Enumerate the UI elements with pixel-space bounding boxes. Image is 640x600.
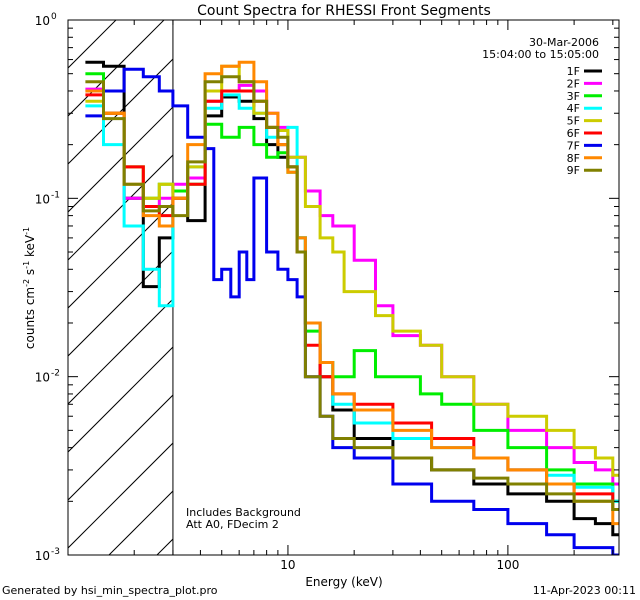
- legend-label-7F: 7F: [567, 139, 580, 152]
- y-tick-label-exponent: -3: [51, 547, 60, 557]
- legend-label-9F: 9F: [567, 164, 580, 177]
- y-axis-label-mid: s: [23, 269, 37, 279]
- legend-label-6F: 6F: [567, 127, 580, 140]
- y-axis-label-sup3: -1: [22, 227, 31, 235]
- x-axis-label: Energy (keV): [305, 575, 382, 589]
- series-line-5F: [85, 64, 619, 477]
- y-tick-label: 10: [35, 14, 50, 28]
- observation-date: 30-Mar-2006: [529, 36, 599, 49]
- hatch-line: [68, 20, 165, 117]
- footer-generated-by: Generated by hsi_min_spectra_plot.pro: [2, 584, 218, 597]
- legend-label-4F: 4F: [567, 102, 580, 115]
- footer-timestamp: 11-Apr-2023 00:11: [533, 584, 636, 597]
- hatch-line: [68, 442, 173, 549]
- series-line-7F: [85, 67, 619, 555]
- series-line-1F: [85, 60, 619, 537]
- y-tick-label: 10: [35, 371, 50, 385]
- x-tick-labels: 10 100: [280, 558, 519, 572]
- annotation-background: Includes Background: [186, 506, 301, 519]
- legend-label-2F: 2F: [567, 77, 580, 90]
- plot-frame: [67, 19, 620, 556]
- y-axis-label-mid2: keV: [23, 234, 37, 261]
- series-line-9F: [85, 75, 619, 511]
- y-tick-label-exponent: -1: [51, 190, 60, 200]
- hatch-line: [68, 394, 173, 501]
- hatch-line: [68, 202, 173, 309]
- x-tick-label: 100: [496, 558, 519, 572]
- y-tick-label: 10: [35, 549, 50, 563]
- y-tick-label-exponent: 0: [51, 12, 57, 22]
- axis-ticks: [67, 20, 619, 556]
- legend-label-5F: 5F: [567, 115, 580, 128]
- y-tick-label: 10: [35, 192, 50, 206]
- y-axis-label-sup2: -1: [22, 261, 31, 269]
- annotation-attenuator: Att A0, FDecim 2: [186, 518, 279, 531]
- legend-label-1F: 1F: [567, 65, 580, 78]
- legend-label-8F: 8F: [567, 152, 580, 165]
- y-axis-label-main: counts cm: [23, 287, 37, 349]
- x-tick-label: 10: [280, 558, 295, 572]
- observation-time-range: 15:04:00 to 15:05:00: [482, 48, 599, 61]
- y-tick-label-exponent: -2: [51, 369, 60, 379]
- y-axis-label-sup1: -2: [22, 279, 31, 287]
- hatch-line: [68, 250, 173, 357]
- y-axis-label: counts cm-2 s-1 keV-1: [22, 227, 37, 349]
- chart-title: Count Spectra for RHESSI Front Segments: [197, 3, 491, 19]
- legend-label-3F: 3F: [567, 90, 580, 103]
- series-layer: [85, 60, 619, 555]
- hatch-line: [68, 106, 173, 213]
